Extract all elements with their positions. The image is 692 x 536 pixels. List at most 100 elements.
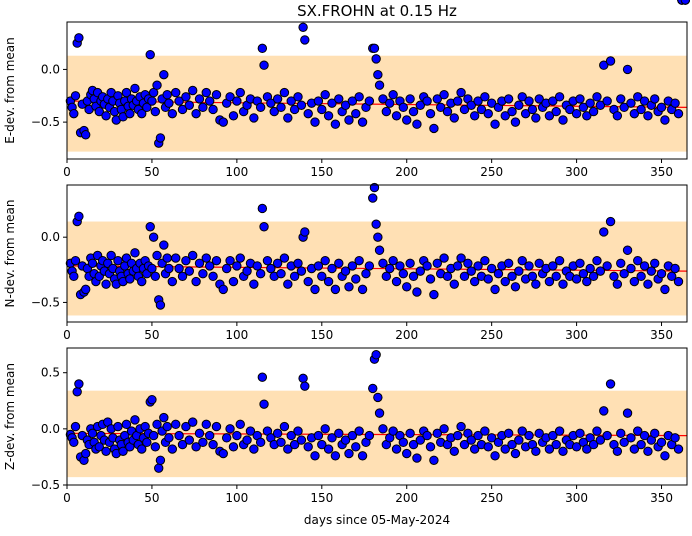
data-point-e (310, 117, 320, 127)
data-point-e (633, 92, 643, 102)
data-point-z (398, 437, 409, 448)
data-point-z (259, 399, 269, 409)
data-point-z (616, 428, 626, 439)
data-point-z (283, 444, 293, 454)
data-point-n (592, 255, 602, 266)
data-point-e (187, 85, 198, 96)
data-point-n (167, 276, 178, 287)
data-point-e (554, 92, 565, 102)
data-point-e (408, 106, 419, 117)
data-point-e (125, 108, 135, 119)
data-point-e (490, 119, 500, 129)
data-point-e (439, 90, 449, 100)
data-point-e (622, 64, 633, 75)
data-point-n (385, 263, 395, 274)
data-point-z (184, 435, 195, 445)
x-tick-label-z: 100 (225, 491, 248, 505)
data-point-e (174, 96, 184, 106)
data-point-n (187, 250, 198, 261)
data-point-z (171, 419, 181, 430)
data-point-n (605, 216, 616, 227)
data-point-z (69, 437, 79, 448)
data-point-n (527, 271, 538, 282)
data-point-z (279, 421, 290, 432)
data-point-z (276, 437, 286, 448)
data-point-z (656, 437, 667, 448)
data-point-n (646, 266, 657, 276)
data-point-n (371, 219, 381, 229)
data-point-n (636, 271, 646, 282)
data-point-z (310, 451, 320, 461)
data-point-e (585, 98, 595, 108)
x-tick-label-n: 250 (480, 328, 503, 342)
data-point-e (218, 117, 228, 127)
data-point-z (456, 421, 466, 432)
data-point-e (374, 80, 385, 90)
data-point-e (588, 106, 599, 117)
data-point-n (204, 261, 215, 271)
x-tick-label-e: 0 (63, 165, 71, 179)
data-point-z (113, 421, 123, 432)
data-point-z (174, 430, 184, 441)
data-point-z (152, 419, 162, 430)
data-point-n (279, 253, 290, 263)
data-point-n (432, 258, 443, 268)
data-point-n (369, 182, 380, 193)
data-point-e (171, 87, 181, 98)
data-point-n (660, 284, 670, 295)
data-point-z (524, 430, 534, 441)
y-axis-label-e: E-dev. from mean (3, 37, 17, 143)
data-point-z (480, 426, 490, 436)
data-point-n (155, 300, 166, 310)
data-point-n (439, 253, 449, 263)
data-point-z (221, 433, 232, 443)
data-point-n (74, 211, 84, 222)
data-point-n (483, 274, 493, 284)
data-point-z (466, 435, 476, 445)
data-point-n (595, 266, 606, 276)
data-point-n (503, 258, 514, 268)
data-point-z (155, 455, 166, 465)
data-point-n (388, 255, 398, 266)
data-point-e (378, 94, 388, 104)
x-tick-label-e: 200 (395, 165, 418, 179)
data-point-e (344, 115, 354, 125)
data-point-n (334, 258, 344, 268)
data-point-z (177, 439, 188, 450)
data-point-e (476, 104, 487, 115)
data-point-n (442, 271, 453, 282)
data-point-n (599, 227, 609, 237)
y-tick-label-e: 0.0 (41, 62, 60, 76)
data-point-z (633, 426, 643, 436)
data-point-n (171, 253, 181, 263)
data-point-e (514, 100, 524, 110)
data-point-n (469, 276, 480, 287)
data-point-z (554, 426, 565, 436)
data-point-z (242, 435, 252, 445)
data-point-e (527, 104, 538, 115)
data-point-e (466, 100, 476, 110)
data-point-e (391, 111, 402, 121)
data-point-z (473, 430, 483, 441)
data-point-e (612, 111, 623, 121)
data-point-e (293, 92, 303, 102)
data-point-z (293, 426, 303, 436)
data-point-n (101, 279, 111, 289)
data-point-z (121, 419, 132, 430)
data-point-z (194, 428, 205, 439)
data-point-z (388, 426, 398, 436)
data-point-z (118, 446, 128, 457)
data-point-e (347, 96, 358, 106)
data-point-e (70, 91, 81, 101)
x-axis-label: days since 05-May-2024 (304, 513, 450, 527)
data-point-e (619, 102, 629, 113)
data-point-n (554, 255, 565, 266)
data-point-n (412, 287, 422, 297)
data-point-e (544, 111, 555, 121)
data-point-n (398, 269, 409, 279)
x-tick-label-n: 350 (650, 328, 673, 342)
data-point-n (667, 271, 677, 282)
data-point-n (473, 261, 483, 271)
data-point-n (368, 193, 378, 203)
